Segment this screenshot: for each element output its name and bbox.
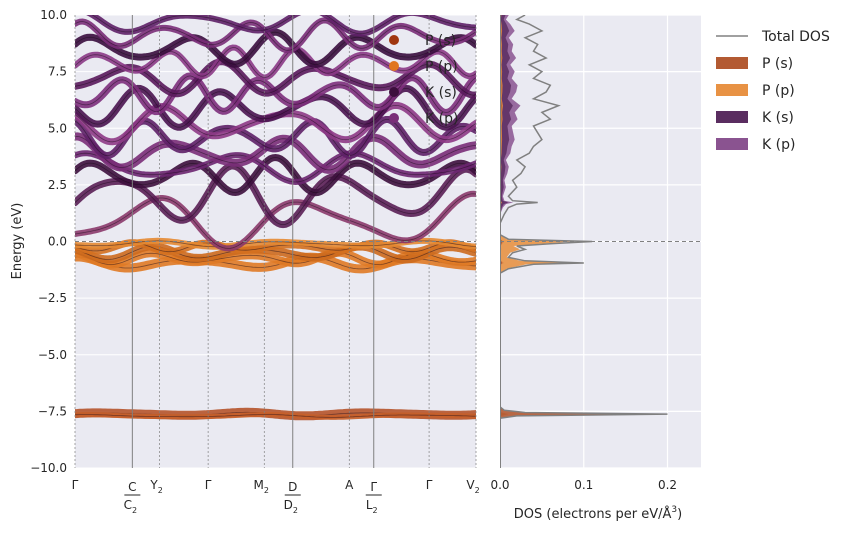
legend-label: K (p): [425, 111, 458, 127]
energy-tick-label: −7.5: [38, 404, 67, 418]
energy-tick-label: −2.5: [38, 291, 67, 305]
kpoint-label: D: [288, 480, 297, 494]
band-core: [75, 414, 476, 418]
energy-tick-label: 0.0: [48, 235, 67, 249]
dos-axis-label: DOS (electrons per eV/Å3): [514, 505, 682, 522]
legend-patch-swatch: [716, 57, 748, 69]
dos-tick-label: 0.2: [658, 478, 677, 492]
kpoint-label: Γ: [370, 480, 377, 494]
legend-patch-swatch: [716, 138, 748, 150]
total-dos-line: [500, 15, 668, 468]
energy-tick-label: 2.5: [48, 178, 67, 192]
legend-label: P (s): [762, 56, 793, 72]
legend-marker: [389, 35, 399, 45]
kpoint-label-lower: L2: [366, 498, 378, 515]
energy-axis-ticks: −10.0 −7.5 −5.0 −2.5 0.0 2.5 5.0 7.5 10.0: [30, 8, 67, 475]
energy-tick-label: 5.0: [48, 121, 67, 135]
kpath-axis-ticks: Γ C C2 Y2 Γ M2 D D2 A Γ L2 Γ V2: [72, 478, 480, 515]
legend-patch-swatch: [716, 84, 748, 96]
legend-label: K (s): [425, 85, 457, 101]
dos-panel: 0.0 0.1 0.2 DOS (electrons per eV/Å3): [490, 14, 701, 522]
band-legend: P (s) P (p) K (s) K (p): [389, 33, 458, 127]
band-core: [75, 157, 476, 194]
kpoint-label: Γ: [205, 478, 212, 492]
band-core: [75, 152, 476, 183]
kpoint-label-lower: C2: [124, 498, 137, 515]
band-structure-panel: −10.0 −7.5 −5.0 −2.5 0.0 2.5 5.0 7.5 10.0 Γ C C2 Y2…: [10, 8, 480, 515]
dos-legend: Total DOS P (s) P (p) K (s) K (p): [716, 29, 830, 153]
kpoint-label: Y2: [149, 478, 162, 495]
kpoint-label: M2: [254, 478, 269, 495]
band-core: [75, 165, 476, 226]
band-core: [75, 19, 476, 51]
dos-tick-label: 0.1: [574, 478, 593, 492]
energy-tick-label: 7.5: [48, 65, 67, 79]
band-core: [75, 193, 476, 249]
legend-label: P (p): [762, 83, 795, 99]
dos-tick-label: 0.0: [490, 478, 509, 492]
band-core: [75, 47, 476, 78]
kpoint-label: A: [345, 478, 354, 492]
band-core: [75, 135, 476, 171]
legend-marker: [389, 61, 399, 71]
dos-axis-ticks: 0.0 0.1 0.2: [490, 478, 677, 492]
legend-label: Total DOS: [761, 29, 830, 45]
kpoint-label: Γ: [72, 478, 79, 492]
energy-tick-label: −5.0: [38, 348, 67, 362]
kpoint-label-lower: D2: [284, 498, 298, 515]
bands-layer: [75, 15, 476, 468]
legend-label: P (p): [425, 59, 458, 75]
dos-projection-area: [500, 15, 513, 468]
legend-label: K (s): [762, 110, 794, 126]
kpoint-label: Γ: [426, 478, 433, 492]
legend-label: K (p): [762, 137, 795, 153]
band-core: [75, 245, 476, 260]
kpoint-label: V2: [466, 478, 479, 495]
band-core: [75, 87, 476, 128]
legend-marker: [389, 87, 399, 97]
energy-tick-label: 10.0: [40, 8, 67, 22]
legend-marker: [389, 113, 399, 123]
energy-axis-label: Energy (eV): [10, 203, 25, 280]
band-core: [91, 15, 476, 35]
legend-label: P (s): [425, 33, 456, 49]
energy-tick-label: −10.0: [30, 461, 67, 475]
dos-grid: [499, 14, 701, 469]
legend-patch-swatch: [716, 111, 748, 123]
kpoint-label: C: [128, 480, 136, 494]
band-core: [75, 31, 476, 65]
